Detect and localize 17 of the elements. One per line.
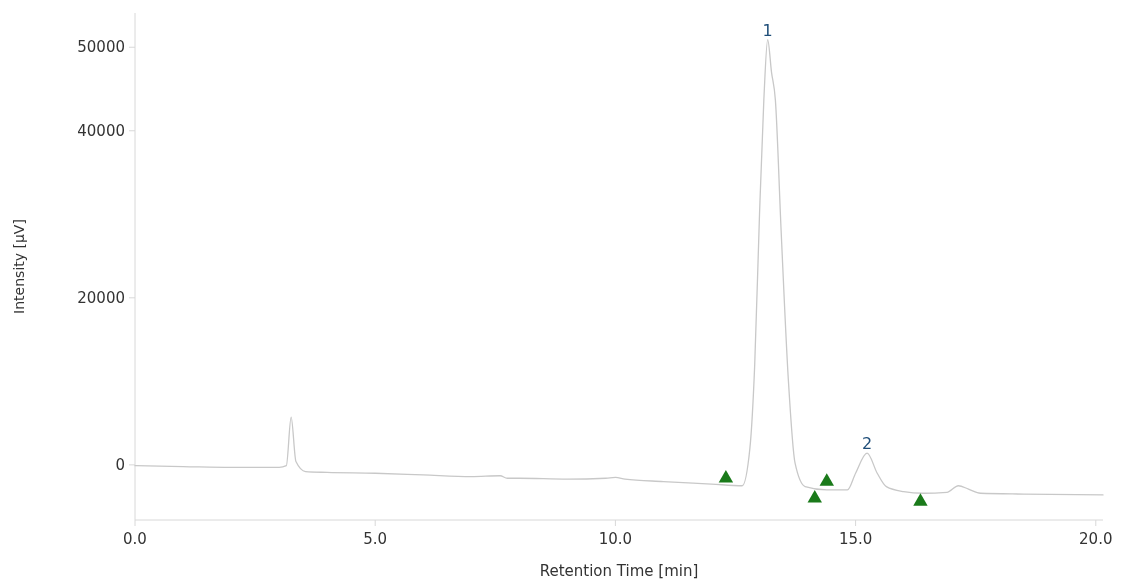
x-tick-label: 5.0 bbox=[363, 530, 388, 548]
x-tick-label: 10.0 bbox=[598, 530, 633, 548]
x-tick-label: 0.0 bbox=[123, 530, 147, 548]
point bbox=[913, 493, 928, 506]
x-axis-title: Retention Time [min] bbox=[539, 562, 699, 580]
point bbox=[718, 469, 734, 483]
y-tick-label: 40000 bbox=[77, 122, 125, 141]
x-tick-label: 20.0 bbox=[1079, 530, 1113, 548]
x-tick-label: 15.0 bbox=[838, 530, 873, 548]
y-tick-label: 20000 bbox=[77, 289, 125, 308]
point bbox=[819, 473, 834, 486]
point bbox=[807, 489, 822, 503]
y-tick-label: 50000 bbox=[77, 38, 125, 57]
annotation: 1 bbox=[762, 20, 773, 40]
y-axis-title: Intensity [µV] bbox=[11, 219, 27, 314]
y-tick-label: 0 bbox=[115, 456, 125, 475]
annotation: 2 bbox=[862, 434, 873, 454]
